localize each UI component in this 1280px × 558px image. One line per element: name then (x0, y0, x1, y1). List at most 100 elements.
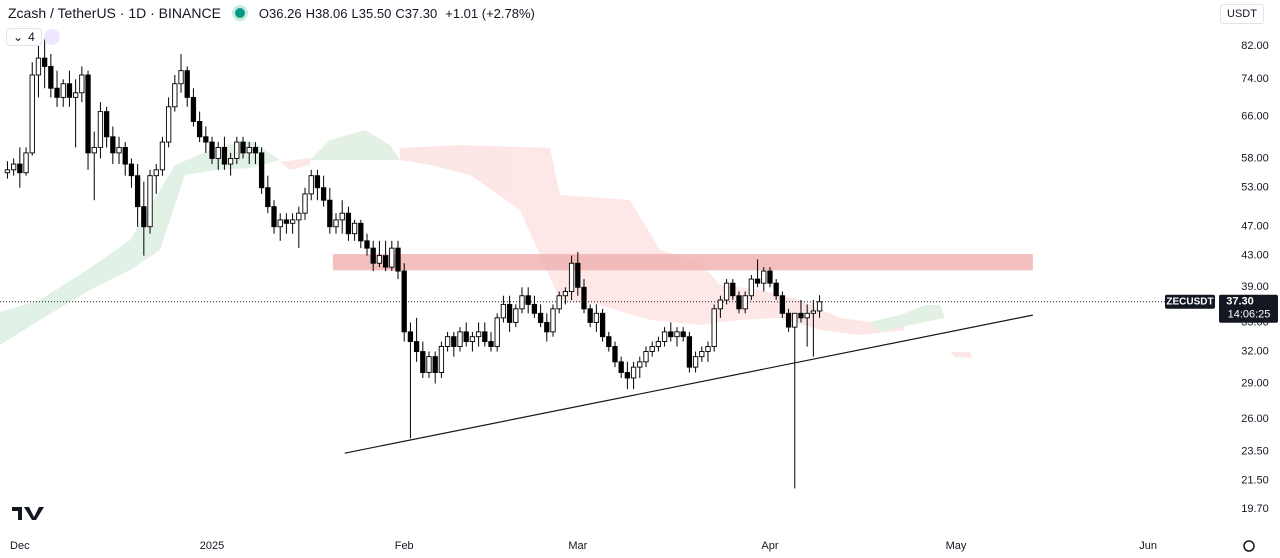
x-tick-label: Mar (568, 540, 587, 552)
candle-body (711, 308, 717, 347)
x-tick-label: Dec (10, 540, 30, 552)
candle-body (531, 303, 538, 314)
candle-body (699, 351, 705, 358)
candle-body (661, 331, 668, 343)
candle-body (289, 219, 296, 224)
candle-body (575, 262, 581, 288)
ohlc-key: H (305, 5, 315, 21)
candle-body (246, 146, 252, 154)
candle-body (395, 247, 401, 272)
candle-body (271, 206, 277, 228)
candle-body (705, 346, 711, 352)
legend-header: Zcash / TetherUS · 1D · BINANCE O 36.26 H 3… (8, 5, 535, 21)
candle-body (134, 175, 141, 208)
candle-body (401, 270, 407, 333)
candle-body (327, 199, 333, 228)
candle-body (556, 295, 562, 310)
y-tick-label: 47.00 (1241, 221, 1269, 233)
candle-body (41, 57, 48, 67)
symbol-title[interactable]: Zcash / TetherUS · 1D · BINANCE (8, 5, 221, 21)
candle-body (215, 146, 221, 159)
candle-body (773, 282, 779, 297)
currency-button[interactable]: USDT (1220, 4, 1264, 24)
y-tick-label: 58.00 (1241, 152, 1269, 164)
candle-body (500, 303, 507, 319)
candle-body (345, 212, 352, 235)
y-tick-label: 21.50 (1241, 475, 1269, 487)
candle-body (562, 291, 569, 297)
candle-body (550, 308, 556, 333)
cloud-green (310, 130, 400, 160)
candle-body (618, 361, 624, 373)
candle-body (525, 295, 531, 305)
candle-body (482, 331, 488, 343)
candle-body (513, 308, 519, 323)
candle-body (643, 351, 649, 363)
indicator-toggle[interactable]: ⌄ 4 (6, 28, 42, 46)
candle-body (420, 351, 426, 373)
candle-body (320, 187, 327, 201)
candle-body (742, 295, 748, 310)
candle-body (761, 270, 767, 284)
candle-body (376, 255, 383, 264)
candle-body (730, 282, 736, 297)
candle-body (537, 312, 544, 323)
candle-body (283, 219, 290, 224)
candle-body (252, 146, 259, 154)
candle-body (196, 120, 203, 138)
candle-body (54, 87, 60, 98)
candle-body (203, 136, 209, 143)
candle-body (159, 141, 166, 171)
candle-body (209, 141, 215, 159)
settings-icon[interactable] (1243, 540, 1255, 552)
candle-body (624, 372, 631, 379)
price-tag-bg (1219, 294, 1278, 323)
candle-body (587, 308, 593, 323)
candle-body (60, 83, 66, 98)
candle-body (190, 96, 197, 122)
candle-body (519, 295, 525, 310)
price-tag: 37.30 (1226, 296, 1254, 308)
candle-body (506, 303, 513, 323)
candle-body (48, 65, 54, 89)
candle-body (717, 299, 724, 310)
ohlc-key: C (395, 5, 405, 21)
candle-body (792, 312, 798, 328)
symbol-tag: ZECUSDT (1166, 296, 1213, 307)
candle-body (668, 331, 674, 338)
candle-body (97, 111, 104, 148)
candle-body (655, 341, 662, 347)
sync-icon[interactable] (44, 29, 60, 45)
ohlc-value: 35.50 (358, 5, 392, 21)
candle-body (630, 366, 637, 379)
candle-body (457, 331, 463, 347)
y-tick-label: 39.00 (1241, 281, 1269, 293)
candle-body (804, 312, 810, 319)
cloud-red (950, 352, 972, 358)
status-dot (234, 8, 245, 18)
cloud-red (280, 158, 310, 170)
candle-body (469, 336, 476, 343)
cloud-red (400, 145, 905, 335)
x-tick-label: 2025 (200, 540, 224, 552)
candle-body (128, 163, 135, 177)
y-tick-label: 74.00 (1241, 73, 1269, 85)
y-tick-label: 43.00 (1241, 250, 1269, 262)
candle-body (680, 331, 686, 338)
candle-body (85, 74, 91, 154)
candle-body (568, 262, 575, 292)
candle-body (748, 278, 755, 297)
candle-body (4, 169, 11, 174)
candle-body (816, 301, 823, 312)
candle-body (314, 175, 321, 189)
candle-body (581, 286, 587, 310)
candle-body (754, 278, 761, 284)
y-tick-label: 53.00 (1241, 182, 1269, 194)
candle-body (798, 312, 804, 319)
candle-body (426, 356, 432, 373)
y-tick-label: 26.00 (1241, 413, 1269, 425)
candle-body (612, 346, 618, 363)
candle-body (110, 136, 116, 154)
